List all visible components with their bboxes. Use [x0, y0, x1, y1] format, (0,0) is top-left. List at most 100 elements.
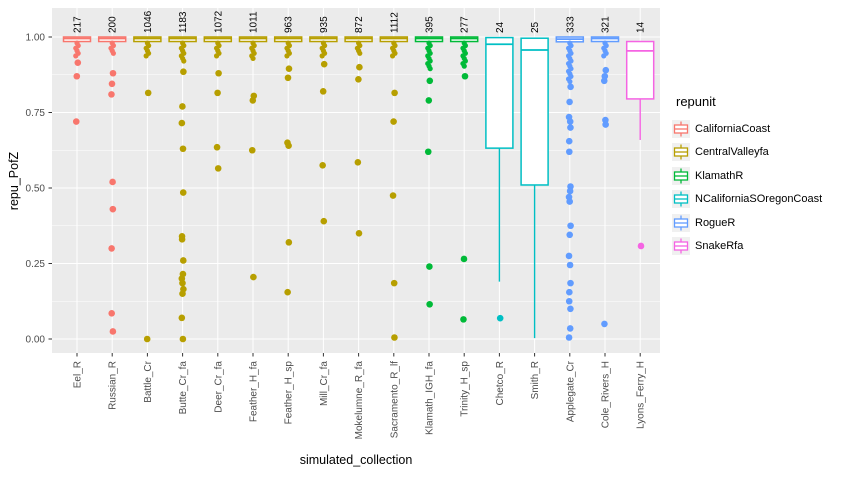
outlier-point: [108, 80, 116, 88]
y-tick-label: 1.00: [26, 33, 46, 44]
boxplot-key-icon: [672, 119, 690, 138]
stem-point: [143, 53, 149, 59]
legend-item: NCaliforniaSOregonCoast: [672, 188, 862, 212]
stem-point: [73, 53, 79, 59]
outlier-point: [566, 325, 574, 332]
outlier-point: [566, 261, 574, 269]
outlier-point: [390, 118, 397, 125]
outlier-point: [390, 279, 398, 287]
outlier-point: [567, 279, 574, 287]
x-tick-label: Eel_R: [73, 361, 84, 388]
outlier-point: [213, 143, 221, 151]
x-tick-label: Russian_R: [108, 361, 119, 410]
count-label: 935: [319, 16, 330, 33]
outlier-point: [109, 178, 116, 186]
outlier-point: [496, 314, 504, 322]
outlier-point: [567, 305, 574, 313]
stem-point: [110, 50, 116, 56]
outlier-point: [567, 83, 574, 91]
x-tick-label: Deer_Cr_fa: [213, 361, 224, 413]
stem-point: [601, 53, 607, 59]
outlier-point: [566, 187, 574, 195]
outlier-point: [285, 65, 293, 73]
outlier-point: [214, 89, 221, 97]
x-tick-label: Trinity_H_sp: [460, 361, 471, 417]
outlier-point: [108, 91, 115, 98]
count-label: 25: [530, 21, 541, 33]
outlier-point: [565, 252, 573, 260]
legend-item-label: CaliforniaCoast: [695, 122, 771, 135]
outlier-point: [566, 148, 573, 156]
x-tick-label: Cole_Rivers_H: [601, 361, 612, 428]
boxplot-box: [485, 36, 514, 149]
x-tick-label: Chetco_R: [495, 361, 506, 405]
legend-item-label: CentralValleyfa: [695, 146, 769, 159]
outlier-point: [567, 124, 574, 131]
count-label: 277: [460, 16, 471, 33]
x-tick-label: Applegate_Cr: [565, 360, 576, 422]
x-tick-label: Battle_Cr: [143, 360, 154, 402]
outlier-point: [602, 121, 609, 128]
y-axis-title: repu_PofZ: [7, 151, 21, 211]
outlier-point: [285, 142, 292, 150]
outlier-point: [320, 60, 328, 68]
outlier-point: [109, 205, 117, 213]
outlier-point: [566, 288, 573, 296]
count-label: 395: [425, 16, 436, 33]
x-tick-label: Feather_H_sp: [284, 361, 295, 425]
outlier-point: [214, 165, 222, 172]
outlier-point: [566, 198, 573, 205]
x-tick-label: Mill_Cr_fa: [319, 361, 330, 406]
count-label: 321: [601, 16, 612, 33]
outlier-point: [355, 75, 362, 83]
outlier-point: [179, 290, 186, 298]
boxplot-key-icon: [672, 213, 690, 232]
outlier-point: [179, 189, 187, 196]
legend: repunit CaliforniaCoast CentralValleyfa Kl…: [672, 94, 862, 258]
stem-point: [181, 58, 187, 64]
outlier-point: [461, 72, 469, 80]
count-label: 333: [565, 16, 576, 33]
outlier-point: [565, 137, 573, 145]
outlier-point: [285, 239, 293, 246]
outlier-point: [355, 230, 363, 237]
outlier-point: [426, 300, 433, 308]
outlier-point: [109, 328, 117, 335]
boxplot-box: [520, 37, 549, 186]
legend-title: repunit: [676, 94, 716, 109]
outlier-point: [249, 97, 257, 104]
outlier-point: [424, 148, 432, 156]
outlier-point: [460, 255, 468, 263]
outlier-point: [179, 257, 187, 264]
outlier-point: [143, 335, 151, 343]
outlier-point: [180, 68, 187, 76]
count-label: 1011: [249, 11, 260, 33]
legend-item: RogueR: [672, 211, 862, 235]
legend-item: KlamathR: [672, 164, 862, 188]
outlier-point: [178, 119, 186, 127]
stem-point: [319, 53, 325, 59]
legend-item-label: SnakeRfa: [695, 240, 744, 253]
count-label: 217: [73, 16, 84, 33]
outlier-point: [566, 98, 573, 106]
outlier-point: [391, 334, 398, 341]
outlier-point: [109, 69, 117, 77]
stem-point: [213, 53, 220, 59]
outlier-point: [602, 66, 610, 74]
outlier-point: [426, 263, 433, 270]
outlier-point: [179, 335, 187, 343]
outlier-point: [178, 236, 186, 243]
outlier-point: [284, 74, 292, 82]
outlier-point: [178, 314, 186, 322]
stem-point: [389, 53, 396, 59]
outlier-point: [72, 118, 80, 125]
count-label: 872: [354, 16, 365, 33]
count-label: 200: [108, 16, 119, 33]
count-label: 1112: [389, 12, 400, 33]
legend-item-label: RogueR: [695, 216, 736, 229]
outlier-point: [565, 297, 573, 305]
outlier-point: [567, 222, 574, 230]
outlier-point: [637, 242, 645, 250]
outlier-point: [250, 273, 257, 281]
